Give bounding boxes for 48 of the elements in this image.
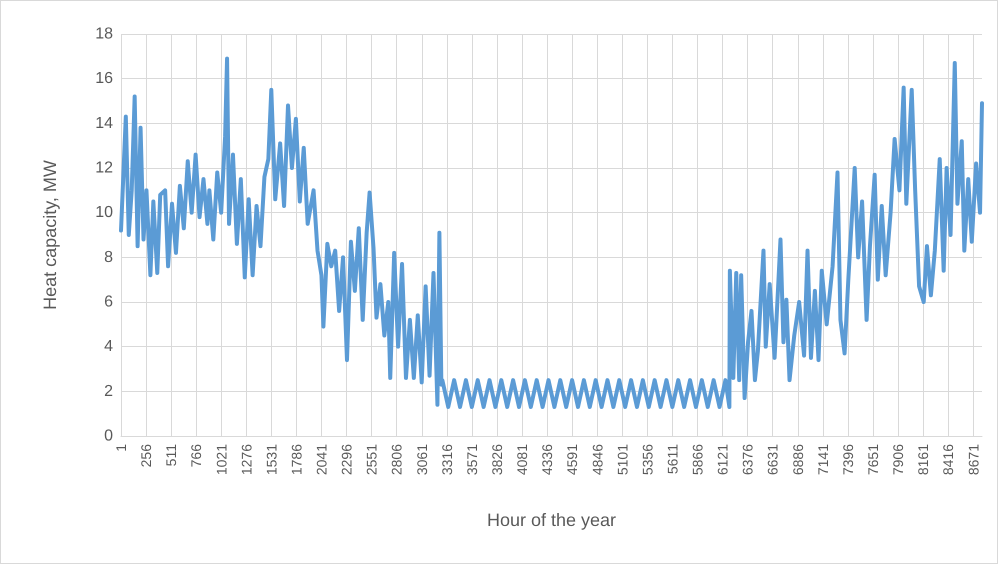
x-tick-label: 3061 [414, 444, 430, 476]
x-tick-label: 5356 [639, 444, 656, 476]
y-tick-label: 2 [104, 382, 114, 400]
x-tick-label: 256 [138, 444, 154, 468]
x-tick-label: 5866 [690, 444, 706, 476]
y-tick-label: 10 [95, 204, 114, 222]
x-tick-label: 766 [188, 444, 204, 468]
line-series [119, 56, 984, 409]
x-tick-label: 1 [113, 444, 129, 452]
x-tick-label: 511 [163, 444, 180, 466]
x-tick-label: 2806 [388, 444, 405, 476]
y-tick-label: 6 [104, 294, 114, 310]
x-tick-label: 1531 [263, 444, 280, 476]
x-tick-label: 1276 [238, 444, 254, 476]
x-tick-label: 3826 [488, 444, 505, 476]
x-tick-label: 4591 [564, 444, 580, 476]
x-tick-label: 7141 [814, 444, 831, 476]
x-tick-label: 8671 [965, 444, 982, 476]
y-tick-label: 12 [95, 160, 114, 176]
x-tick-label: 1021 [213, 444, 230, 476]
x-tick-label: 8161 [915, 444, 932, 476]
x-tick-label: 2041 [314, 444, 330, 476]
x-tick-label: 7396 [840, 444, 856, 476]
x-tick-label: 1786 [288, 444, 304, 476]
x-tick-label: 8416 [940, 444, 956, 476]
x-tick-label: 5611 [664, 444, 680, 474]
x-tick-label: 2296 [338, 444, 355, 476]
x-tick-label: 7906 [890, 444, 906, 476]
x-tick-label: 6121 [714, 444, 731, 476]
y-tick-label: 0 [104, 428, 114, 444]
y-tick-label: 8 [104, 248, 114, 266]
y-tick-label: 14 [95, 114, 114, 132]
x-tick-label: 4081 [514, 444, 530, 476]
y-tick-label: 18 [95, 26, 114, 42]
x-tick-label: 3316 [438, 444, 455, 476]
x-tick-label: 3571 [464, 444, 480, 476]
x-tick-label: 6376 [740, 444, 756, 476]
x-tick-label: 7651 [864, 444, 881, 476]
y-tick-label: 16 [95, 70, 114, 88]
x-tick-label: 6886 [790, 444, 806, 476]
x-tick-label: 5101 [614, 444, 630, 476]
x-tick-label: 2551 [364, 444, 380, 476]
x-tick-label: 6631 [764, 444, 781, 476]
x-axis-title: Hour of the year [486, 510, 616, 530]
y-tick-label: 4 [104, 338, 114, 356]
x-tick-label: 4336 [539, 444, 556, 476]
y-axis-title: Heat capacity, MW [40, 160, 60, 310]
x-tick-label: 4846 [589, 444, 606, 476]
